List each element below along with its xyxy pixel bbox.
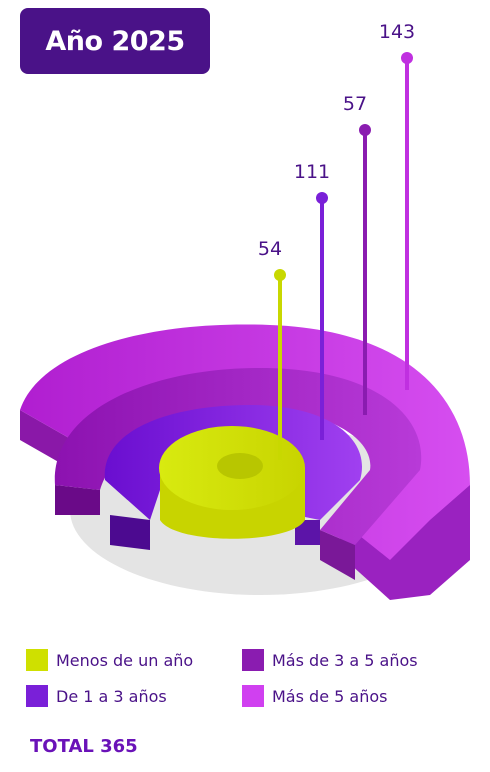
legend-swatch	[242, 649, 264, 671]
title-badge: Año 2025	[20, 8, 210, 74]
ring-mas-de-3-a-5	[54, 368, 422, 580]
core-menos-de-un-ano	[159, 426, 305, 539]
legend-item: De 1 a 3 años	[26, 684, 242, 708]
pin-dot-de-1-a-3	[316, 192, 328, 204]
pin-dot-menos-de-un-ano	[274, 269, 286, 281]
chart: 54 111 57 143	[20, 21, 470, 600]
value-label-menos-de-un-ano: 54	[258, 238, 282, 260]
value-pins	[274, 52, 413, 460]
legend-label: Menos de un año	[56, 650, 194, 670]
total-label: TOTAL 365	[30, 736, 138, 757]
legend-swatch	[26, 685, 48, 707]
legend-label: De 1 a 3 años	[56, 686, 167, 706]
value-label-mas-de-5: 143	[379, 21, 415, 43]
legend-item: Más de 5 años	[242, 684, 452, 708]
legend: Menos de un año Más de 3 a 5 años De 1 a…	[26, 648, 466, 708]
chart-title: Año 2025	[45, 25, 185, 57]
value-label-de-1-a-3: 111	[294, 161, 330, 183]
legend-swatch	[242, 685, 264, 707]
value-label-mas-de-3-a-5: 57	[343, 93, 367, 115]
pin-dot-mas-de-3-a-5	[359, 124, 371, 136]
pin-dot-mas-de-5	[401, 52, 413, 64]
legend-swatch	[26, 649, 48, 671]
ring-de-1-a-3	[104, 405, 363, 550]
legend-item: Menos de un año	[26, 648, 242, 672]
legend-label: Más de 5 años	[272, 686, 388, 706]
legend-label: Más de 3 a 5 años	[272, 650, 418, 670]
legend-item: Más de 3 a 5 años	[242, 648, 452, 672]
